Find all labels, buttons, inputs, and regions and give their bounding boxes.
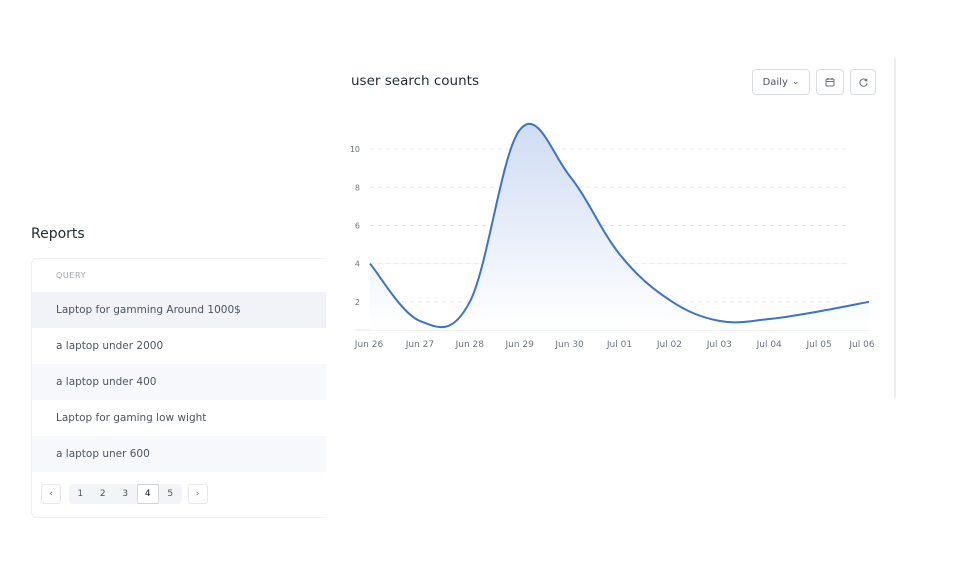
series-area [370,123,869,331]
x-tick-label: Jul 03 [706,340,732,350]
period-select-value: Daily [762,76,788,88]
x-tick-label: Jul 04 [756,340,782,350]
y-tick-label: 10 [350,145,360,154]
x-tick-label: Jul 06 [848,340,874,350]
prev-page-button[interactable]: ‹ [41,484,61,504]
calendar-icon [825,78,835,87]
page-number-group: 1 2 3 4 5 [69,484,182,504]
table-row[interactable]: a laptop uner 600 [32,436,326,472]
x-tick-label: Jun 28 [455,340,485,350]
x-tick-label: Jun 30 [554,340,584,350]
refresh-icon [858,77,868,87]
table-row[interactable]: Laptop for gaming low wight [56,412,207,424]
chevron-right-icon: › [195,489,200,499]
x-tick-label: Jun 27 [405,340,434,350]
refresh-button[interactable] [850,69,876,95]
calendar-button[interactable] [816,69,844,95]
period-select[interactable]: Daily ⌄ [752,69,810,95]
y-tick-label: 2 [355,298,360,307]
page-button-4[interactable]: 4 [136,484,159,504]
x-tick-label: Jul 05 [806,340,832,350]
x-tick-label: Jun 26 [354,340,384,350]
pagination: ‹ 1 2 3 4 5 › [41,484,208,504]
next-page-button[interactable]: › [187,484,208,504]
page-button-5[interactable]: 5 [167,489,174,499]
y-tick-label: 8 [355,183,360,192]
panel-scrollbar[interactable] [894,58,896,398]
x-tick-label: Jul 02 [656,340,682,350]
x-tick-label: Jul 01 [606,340,632,350]
table-row[interactable]: Laptop for gamming Around 1000$ [32,292,326,328]
reports-title: Reports [31,226,85,242]
page-button-2[interactable]: 2 [99,489,106,499]
page-button-1[interactable]: 1 [77,489,84,499]
table-row[interactable]: a laptop under 2000 [56,340,164,352]
table-row[interactable]: a laptop under 400 [32,364,326,400]
page-button-3[interactable]: 3 [122,489,129,499]
chart-title: user search counts [351,73,479,89]
chevron-left-icon: ‹ [49,489,53,499]
series-line [369,122,870,329]
x-tick-label: Jun 29 [505,340,535,350]
reports-table: QUERY Laptop for gamming Around 1000$ a … [31,258,326,518]
y-tick-label: 4 [355,260,360,269]
chevron-down-icon: ⌄ [791,77,800,87]
y-tick-label: 6 [355,221,360,230]
query-column-header: QUERY [56,271,87,280]
